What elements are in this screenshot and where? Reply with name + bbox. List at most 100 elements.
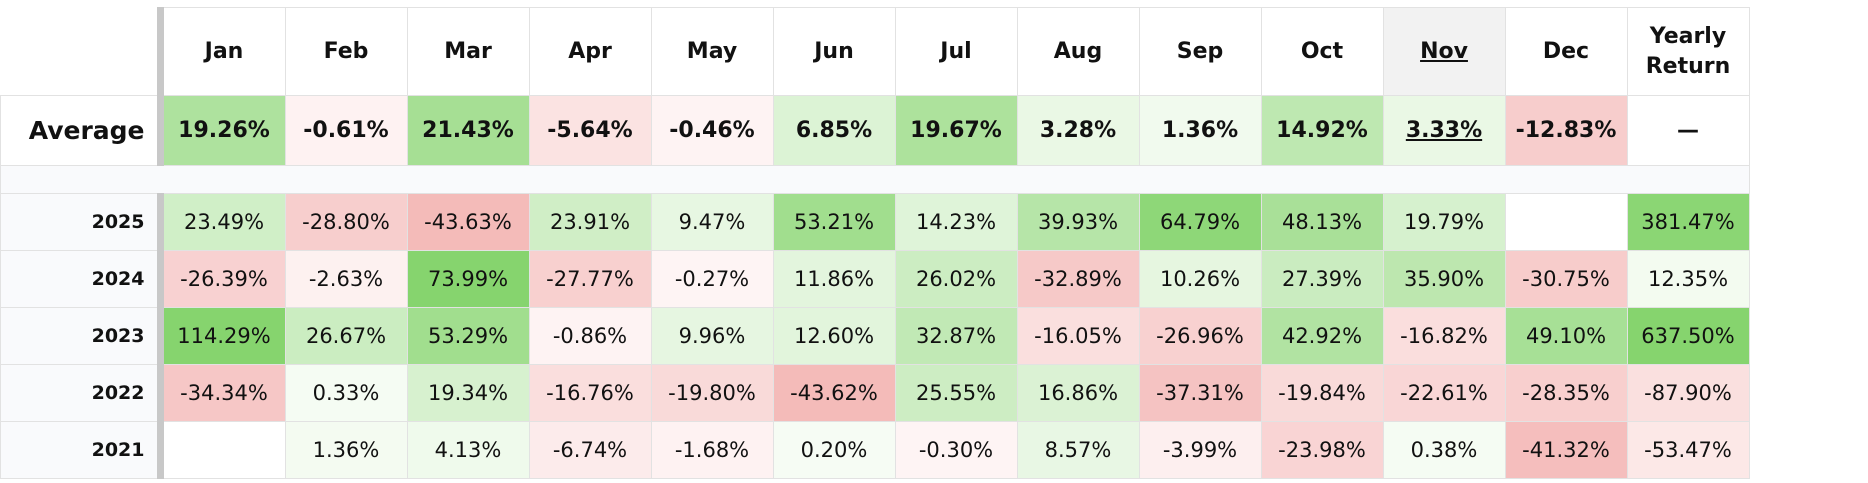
return-cell: 39.93% <box>1016 193 1140 251</box>
return-cell: -28.80% <box>284 193 408 251</box>
return-cell: 4.13% <box>406 421 530 479</box>
cell-text: 3.33% <box>1405 118 1483 143</box>
average-cell: -0.46% <box>650 95 774 166</box>
column-header[interactable]: Feb <box>284 7 408 96</box>
return-cell: -87.90% <box>1626 364 1750 422</box>
column-header[interactable]: Dec <box>1504 7 1628 96</box>
return-cell: 11.86% <box>772 250 896 308</box>
year-row: 2023 114.29% 26.67% 53.29% -0.86% 9.96% 12.60%… <box>0 307 1750 365</box>
spacer <box>0 165 1750 194</box>
return-cell: 23.49% <box>159 193 286 251</box>
column-header[interactable]: Nov <box>1382 7 1506 96</box>
return-cell: -16.76% <box>528 364 652 422</box>
column-header[interactable]: Yearly Return <box>1626 7 1750 96</box>
average-cell: 14.92% <box>1260 95 1384 166</box>
return-cell: 48.13% <box>1260 193 1384 251</box>
return-cell: 32.87% <box>894 307 1018 365</box>
return-cell: -32.89% <box>1016 250 1140 308</box>
return-cell: -2.63% <box>284 250 408 308</box>
header-row: Jan Feb Mar Apr May Jun Jul Aug Sep Oct Nov Dec Year… <box>0 7 1750 96</box>
return-cell: 9.47% <box>650 193 774 251</box>
average-cell: 1.36% <box>1138 95 1262 166</box>
cell-text: -0.46% <box>669 118 755 143</box>
average-cell: 3.28% <box>1016 95 1140 166</box>
return-cell: 19.34% <box>406 364 530 422</box>
corner <box>0 7 164 96</box>
cell-text: — <box>1677 118 1699 143</box>
return-cell: -34.34% <box>159 364 286 422</box>
return-cell: 0.38% <box>1382 421 1506 479</box>
column-header[interactable]: Jul <box>894 7 1018 96</box>
average-cell: -5.64% <box>528 95 652 166</box>
return-cell: -28.35% <box>1504 364 1628 422</box>
average-cell: -0.61% <box>284 95 408 166</box>
return-cell: 19.79% <box>1382 193 1506 251</box>
return-cell: -26.39% <box>159 250 286 308</box>
return-cell: -6.74% <box>528 421 652 479</box>
cell-text: 21.43% <box>422 118 514 143</box>
column-header[interactable]: Jan <box>159 7 286 96</box>
return-cell: 23.91% <box>528 193 652 251</box>
returns-table: Jan Feb Mar Apr May Jun Jul Aug Sep Oct Nov Dec Year… <box>0 7 1750 479</box>
return-cell: 9.96% <box>650 307 774 365</box>
return-cell: -23.98% <box>1260 421 1384 479</box>
cell-text: -12.83% <box>1515 118 1617 143</box>
return-cell: -1.68% <box>650 421 774 479</box>
cell-text: 3.28% <box>1039 118 1117 143</box>
column-header[interactable]: Aug <box>1016 7 1140 96</box>
column-header[interactable]: Mar <box>406 7 530 96</box>
return-cell: -30.75% <box>1504 250 1628 308</box>
cell-text: 1.36% <box>1161 118 1239 143</box>
cell-text: 19.26% <box>178 118 270 143</box>
average-cell: 21.43% <box>406 95 530 166</box>
column-header[interactable]: Apr <box>528 7 652 96</box>
return-cell: 0.33% <box>284 364 408 422</box>
average-cell: 19.26% <box>159 95 286 166</box>
row-label: 2025 <box>0 193 164 251</box>
average-row: Average 19.26% -0.61% 21.43% -5.64% -0.46% 6.8… <box>0 95 1750 166</box>
row-label: 2021 <box>0 421 164 479</box>
row-label: 2024 <box>0 250 164 308</box>
average-cell: -12.83% <box>1504 95 1628 166</box>
return-cell: 25.55% <box>894 364 1018 422</box>
return-cell: -16.82% <box>1382 307 1506 365</box>
spacer-row <box>0 165 1750 194</box>
return-cell: 637.50% <box>1626 307 1750 365</box>
return-cell: 26.67% <box>284 307 408 365</box>
return-cell: 53.21% <box>772 193 896 251</box>
cell-text: -5.64% <box>547 118 633 143</box>
return-cell: -19.80% <box>650 364 774 422</box>
return-cell: 73.99% <box>406 250 530 308</box>
row-label: Average <box>0 95 164 166</box>
return-cell: 8.57% <box>1016 421 1140 479</box>
average-cell: — <box>1626 95 1750 166</box>
return-cell: -37.31% <box>1138 364 1262 422</box>
column-header[interactable]: Sep <box>1138 7 1262 96</box>
column-header[interactable]: Oct <box>1260 7 1384 96</box>
return-cell: -19.84% <box>1260 364 1384 422</box>
return-cell: 42.92% <box>1260 307 1384 365</box>
return-cell: -53.47% <box>1626 421 1750 479</box>
cell-text: 19.67% <box>910 118 1002 143</box>
return-cell: 35.90% <box>1382 250 1506 308</box>
column-header[interactable]: May <box>650 7 774 96</box>
return-cell: 0.20% <box>772 421 896 479</box>
cell-text: 14.92% <box>1276 118 1368 143</box>
return-cell: 12.35% <box>1626 250 1750 308</box>
year-row: 2024 -26.39% -2.63% 73.99% -27.77% -0.27% 11.8… <box>0 250 1750 308</box>
average-cell: 3.33% <box>1382 95 1506 166</box>
return-cell: -27.77% <box>528 250 652 308</box>
cell-text: -0.61% <box>303 118 389 143</box>
return-cell: 53.29% <box>406 307 530 365</box>
return-cell: 64.79% <box>1138 193 1262 251</box>
year-row: 2025 23.49% -28.80% -43.63% 23.91% 9.47% 53.21… <box>0 193 1750 251</box>
cell-text: 6.85% <box>795 118 873 143</box>
average-cell: 6.85% <box>772 95 896 166</box>
returns-table-wrap: Jan Feb Mar Apr May Jun Jul Aug Sep Oct Nov Dec Year… <box>0 7 1750 479</box>
column-header[interactable]: Jun <box>772 7 896 96</box>
return-cell: -16.05% <box>1016 307 1140 365</box>
average-cell: 19.67% <box>894 95 1018 166</box>
return-cell: -43.62% <box>772 364 896 422</box>
return-cell: 27.39% <box>1260 250 1384 308</box>
